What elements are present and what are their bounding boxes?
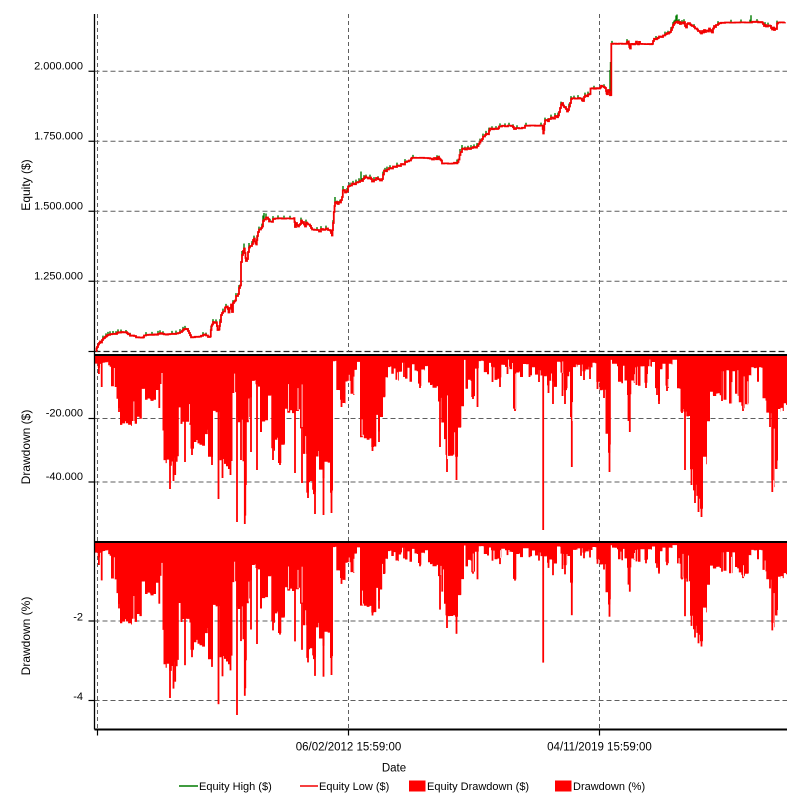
svg-text:Drawdown ($): Drawdown ($): [19, 410, 33, 485]
svg-text:-40.000: -40.000: [46, 471, 83, 483]
svg-text:Equity Low ($): Equity Low ($): [319, 781, 389, 793]
svg-text:Date: Date: [382, 763, 406, 775]
svg-text:Drawdown (%): Drawdown (%): [573, 781, 645, 793]
svg-text:Drawdown (%): Drawdown (%): [19, 597, 33, 676]
svg-text:Equity High ($): Equity High ($): [199, 781, 272, 793]
svg-text:Equity ($): Equity ($): [19, 159, 33, 210]
svg-text:1.500.000: 1.500.000: [34, 200, 83, 212]
svg-text:04/11/2019 15:59:00: 04/11/2019 15:59:00: [547, 742, 652, 754]
svg-text:-20.000: -20.000: [46, 408, 83, 420]
svg-text:-2: -2: [73, 612, 83, 624]
svg-text:1.750.000: 1.750.000: [34, 130, 83, 142]
svg-text:2.000.000: 2.000.000: [34, 60, 83, 72]
svg-text:06/02/2012 15:59:00: 06/02/2012 15:59:00: [296, 742, 402, 754]
svg-text:Equity Drawdown ($): Equity Drawdown ($): [427, 781, 529, 793]
svg-text:1.250.000: 1.250.000: [34, 270, 83, 282]
svg-text:-4: -4: [73, 691, 83, 703]
